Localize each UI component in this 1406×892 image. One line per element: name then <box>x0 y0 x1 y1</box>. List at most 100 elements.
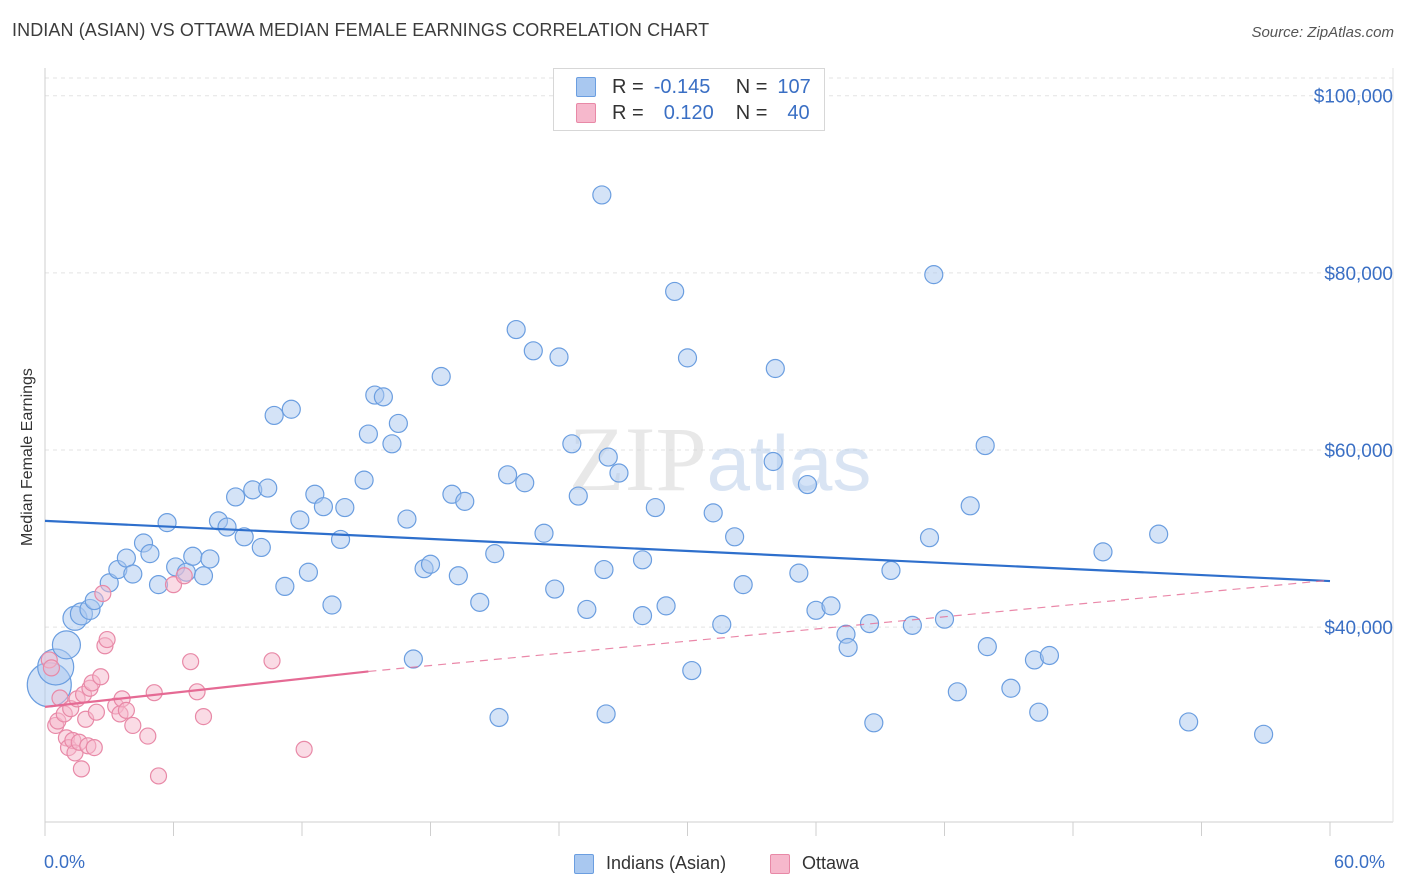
y-tick-label: $40,000 <box>1324 618 1393 639</box>
indians-point <box>881 560 901 581</box>
indians-point <box>330 529 351 550</box>
n-label: N = <box>735 75 768 98</box>
indians-point <box>632 550 653 570</box>
indians-point <box>919 528 940 548</box>
indians-point <box>290 510 310 530</box>
indians-point <box>632 606 653 626</box>
indians-point <box>498 465 518 485</box>
indians-point <box>157 513 177 533</box>
ottawa-point <box>92 668 110 686</box>
indians-point <box>645 497 665 518</box>
indians-point <box>382 434 402 454</box>
indians-point <box>523 341 543 361</box>
indians-point <box>354 470 374 490</box>
indians-point <box>51 630 82 660</box>
indians-point <box>789 563 809 583</box>
indians-point <box>733 575 753 595</box>
indians-point <box>515 473 535 493</box>
ottawa-trend-extension <box>368 579 1331 673</box>
indians-point <box>448 566 468 586</box>
y-tick-label: $80,000 <box>1324 264 1393 285</box>
indians-point <box>193 566 214 586</box>
indians-legend-label: Indians (Asian) <box>606 853 727 873</box>
indians-point <box>1179 712 1199 732</box>
indians-point <box>313 497 334 517</box>
ottawa-trend-line <box>44 670 369 708</box>
indians-point <box>335 497 355 518</box>
n-label: N = <box>735 101 768 124</box>
stats-legend: R = -0.145 N = 107 R = 0.120 N = 40 <box>553 68 825 131</box>
indians-point <box>763 451 783 472</box>
ottawa-point <box>263 652 281 670</box>
indians-point <box>258 478 278 498</box>
indians-point <box>545 579 565 599</box>
indians-point <box>358 424 378 444</box>
indians-point <box>725 527 745 547</box>
ottawa-point <box>149 767 168 785</box>
y-tick-label: $100,000 <box>1314 87 1393 108</box>
indians-point <box>506 319 526 340</box>
ottawa-point <box>117 701 135 720</box>
ottawa-legend-swatch <box>770 853 790 874</box>
indians-point <box>148 575 169 595</box>
indians-point <box>960 496 980 516</box>
indians-point <box>322 595 342 615</box>
indians-point <box>712 614 732 635</box>
stats-legend-row-indians: R = -0.145 N = 107 <box>576 74 811 100</box>
indians-trend-line <box>44 519 1331 583</box>
y-tick-label: $60,000 <box>1324 441 1393 462</box>
ottawa-point <box>42 659 61 677</box>
indians-point <box>298 562 319 582</box>
indians-point <box>924 265 944 285</box>
indians-legend-swatch <box>574 853 594 874</box>
indians-point <box>234 527 254 547</box>
x-tick-min: 0.0% <box>44 852 86 872</box>
indians-point <box>388 413 408 434</box>
indians-point <box>934 609 955 629</box>
indians-point <box>947 682 967 702</box>
indians-point <box>183 546 203 566</box>
indians-point <box>140 544 160 564</box>
x-tick-max: 60.0% <box>1334 852 1386 872</box>
indians-point <box>455 491 475 511</box>
indians-point <box>562 434 582 454</box>
indians-point <box>665 281 685 302</box>
chart-title: INDIAN (ASIAN) VS OTTAWA MEDIAN FEMALE E… <box>12 20 710 40</box>
indians-point <box>1029 702 1049 722</box>
indians-point <box>765 358 785 379</box>
n-value: 107 <box>777 75 811 98</box>
indians-point <box>549 347 569 367</box>
legend-item-indians: Indians (Asian) <box>574 853 726 874</box>
r-value: 0.120 <box>663 101 714 124</box>
watermark: ZIPatlas <box>569 408 872 510</box>
r-label: R = <box>612 75 644 98</box>
indians-point <box>568 486 588 506</box>
source-credit: Source: ZipAtlas.com <box>1251 24 1394 41</box>
indians-point <box>1149 524 1169 544</box>
r-value: -0.145 <box>653 75 711 98</box>
indians-point <box>596 704 616 724</box>
ottawa-swatch <box>576 103 596 123</box>
indians-point <box>859 613 880 634</box>
indians-point <box>431 366 451 387</box>
ottawa-point <box>87 703 106 721</box>
indians-point <box>485 544 505 564</box>
indians-point <box>403 649 423 669</box>
indians-point <box>217 517 237 537</box>
indians-point <box>577 599 597 620</box>
indians-point <box>703 503 723 523</box>
indians-point <box>864 713 884 733</box>
ottawa-point <box>124 716 142 735</box>
indians-point <box>594 559 614 580</box>
stats-legend-row-ottawa: R = 0.120 N = 40 <box>576 100 810 126</box>
indians-point <box>200 549 220 569</box>
indians-point <box>977 637 997 657</box>
indians-point <box>116 548 136 568</box>
ottawa-point <box>194 707 213 726</box>
indians-point <box>264 405 284 426</box>
indians-point <box>275 576 295 597</box>
indians-point <box>1001 678 1021 698</box>
indians-point <box>251 537 271 558</box>
ottawa-point <box>295 740 313 758</box>
